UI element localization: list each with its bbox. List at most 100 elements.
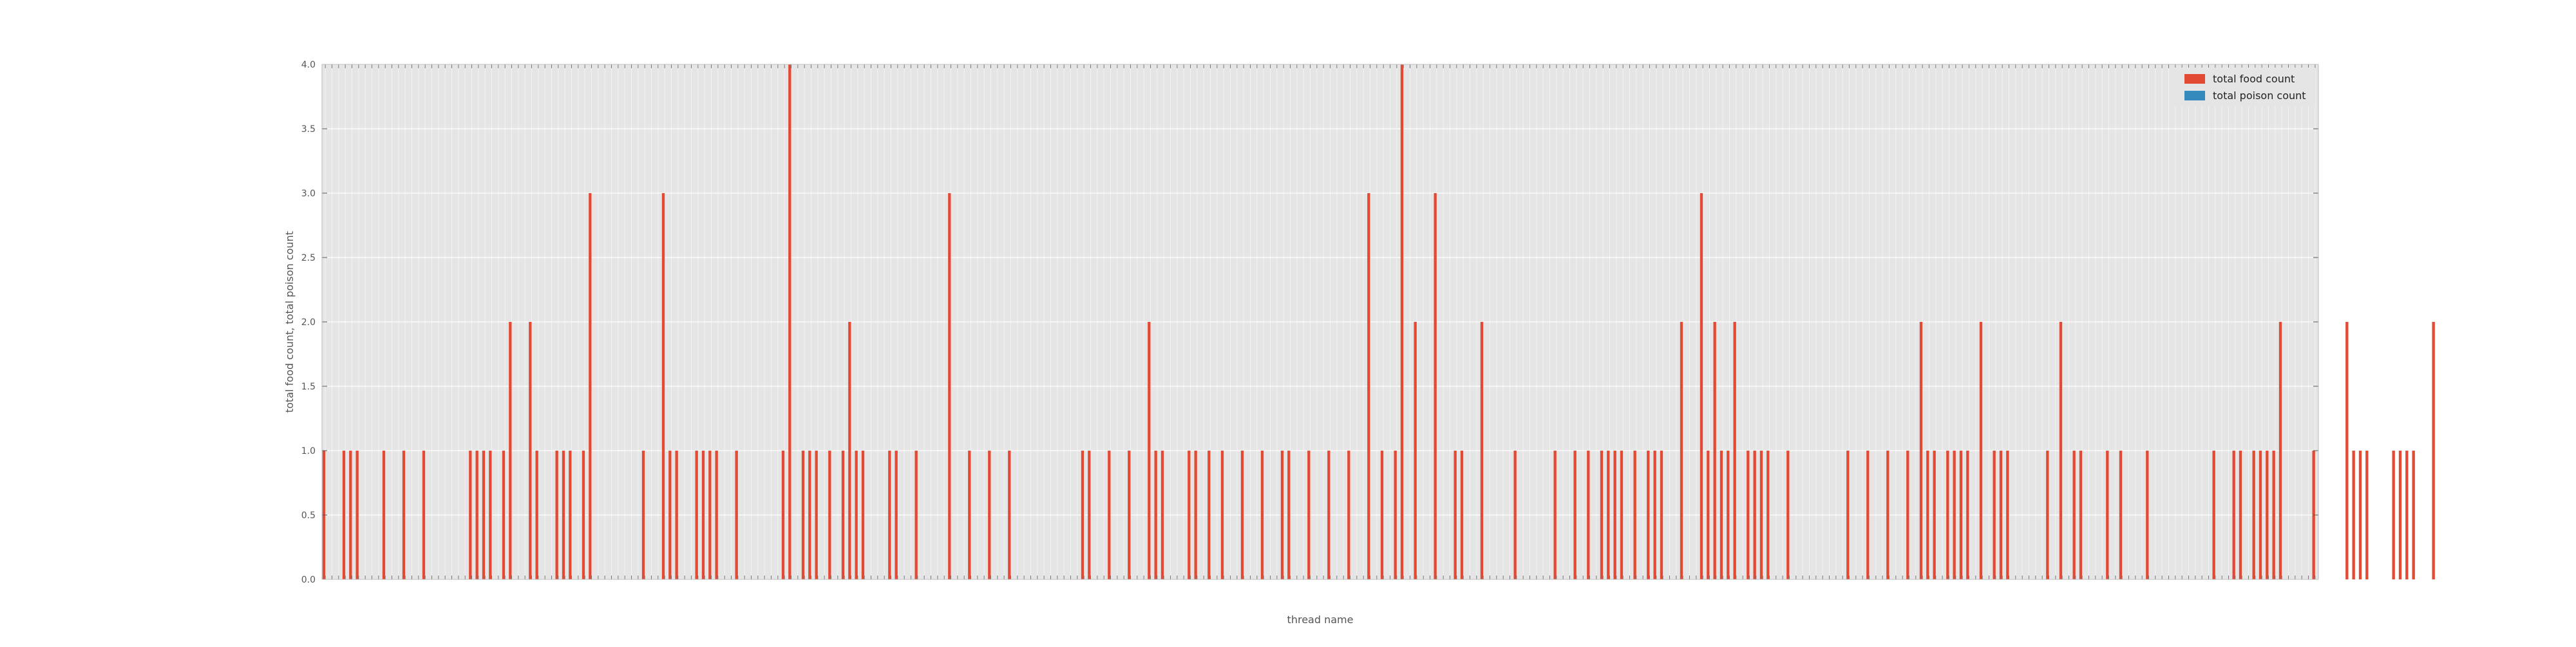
- bar-food: [895, 451, 898, 579]
- bar-food: [1727, 451, 1730, 579]
- bar-food: [2232, 451, 2235, 579]
- bar-food: [402, 451, 406, 579]
- plot-frame: [321, 64, 2319, 580]
- bar-food: [509, 322, 512, 579]
- bar-food: [555, 451, 558, 579]
- bar-food: [801, 451, 805, 579]
- bar-food: [1953, 451, 1956, 579]
- bar-food: [1148, 322, 1151, 579]
- bar-food: [695, 451, 698, 579]
- bar-food: [888, 451, 891, 579]
- bar-food: [841, 451, 845, 579]
- bar-food: [355, 451, 359, 579]
- bar-food: [914, 451, 918, 579]
- bar-food: [781, 451, 785, 579]
- bar-food: [1707, 451, 1710, 579]
- bar-food: [535, 451, 538, 579]
- bar-food: [2119, 451, 2123, 579]
- bar-food: [1088, 451, 1091, 579]
- bar-food: [1188, 451, 1191, 579]
- bar-food: [701, 451, 705, 579]
- bar-food: [1846, 451, 1850, 579]
- bar-food: [529, 322, 532, 579]
- bars-layer: [322, 64, 2435, 579]
- y-axis: 0.0 0.5 1.0 1.5 2.0 2.5 3.0 3.5 4.0: [301, 60, 2318, 585]
- bar-food: [2079, 451, 2083, 579]
- bar-food: [948, 193, 951, 579]
- bar-food: [2345, 322, 2349, 579]
- bar-food: [489, 451, 492, 579]
- bar-food: [1081, 451, 1084, 579]
- bar-food: [1660, 451, 1663, 579]
- y-tick-label: 3.0: [301, 189, 316, 199]
- bar-food: [582, 451, 585, 579]
- bar-food: [2352, 451, 2355, 579]
- bar-food: [968, 451, 971, 579]
- bar-food: [1719, 451, 1723, 579]
- bar-food: [569, 451, 572, 579]
- bar-food: [861, 451, 865, 579]
- y-tick-label: 2.5: [301, 253, 316, 263]
- bar-food: [1919, 322, 1923, 579]
- bar-food: [1607, 451, 1610, 579]
- bar-food: [2072, 451, 2076, 579]
- bar-food: [2412, 451, 2415, 579]
- bar-food: [2392, 451, 2395, 579]
- bar-food: [482, 451, 486, 579]
- bar-food: [808, 451, 811, 579]
- bar-food: [1906, 451, 1909, 579]
- y-axis-label: total food count, total poison count: [283, 231, 296, 413]
- bar-food: [2059, 322, 2063, 579]
- bar-food: [469, 451, 472, 579]
- bar-food: [1966, 451, 1969, 579]
- bar-food: [1733, 322, 1736, 579]
- bar-food: [2278, 322, 2282, 579]
- bar-food: [668, 451, 672, 579]
- bar-food: [735, 451, 738, 579]
- bar-food: [2405, 451, 2409, 579]
- bar-food: [1154, 451, 1157, 579]
- bar-food: [2046, 451, 2049, 579]
- y-tick-label: 3.5: [301, 124, 316, 135]
- bar-food: [1240, 451, 1244, 579]
- x-axis-label: thread name: [1287, 614, 1354, 626]
- bar-food: [855, 451, 858, 579]
- bar-food: [1128, 451, 1131, 579]
- bar-food: [1194, 451, 1197, 579]
- bar-food: [1613, 451, 1616, 579]
- bar-food: [848, 322, 851, 579]
- bar-food: [1993, 451, 1996, 579]
- bar-food: [342, 451, 346, 579]
- bar-food: [1434, 193, 1437, 579]
- bar-food: [2266, 451, 2269, 579]
- bar-food: [641, 451, 645, 579]
- legend-swatch-poison: [2184, 91, 2205, 100]
- bar-food: [788, 64, 791, 579]
- bar-food: [715, 451, 718, 579]
- bar-food: [1414, 322, 1417, 579]
- bar-food: [1380, 451, 1384, 579]
- bar-food: [2272, 451, 2275, 579]
- bar-food: [1933, 451, 1936, 579]
- bar-food: [422, 451, 426, 579]
- bar-food: [2358, 451, 2362, 579]
- bar-food: [1647, 451, 1650, 579]
- bar-food: [1680, 322, 1683, 579]
- bar-food: [2212, 451, 2215, 579]
- bar-food: [1280, 451, 1284, 579]
- bar-food: [1307, 451, 1311, 579]
- bar-food: [1327, 451, 1331, 579]
- bar-food: [708, 451, 712, 579]
- bar-food: [1999, 451, 2003, 579]
- bar-food: [1480, 322, 1484, 579]
- bar-food: [675, 451, 678, 579]
- bar-food: [1513, 451, 1517, 579]
- bar-food: [349, 451, 352, 579]
- y-tick-label: 4.0: [301, 60, 316, 70]
- bar-food: [1287, 451, 1291, 579]
- y-tick-label: 1.0: [301, 446, 316, 456]
- bar-food: [1866, 451, 1870, 579]
- y-tick-label: 2.0: [301, 317, 316, 328]
